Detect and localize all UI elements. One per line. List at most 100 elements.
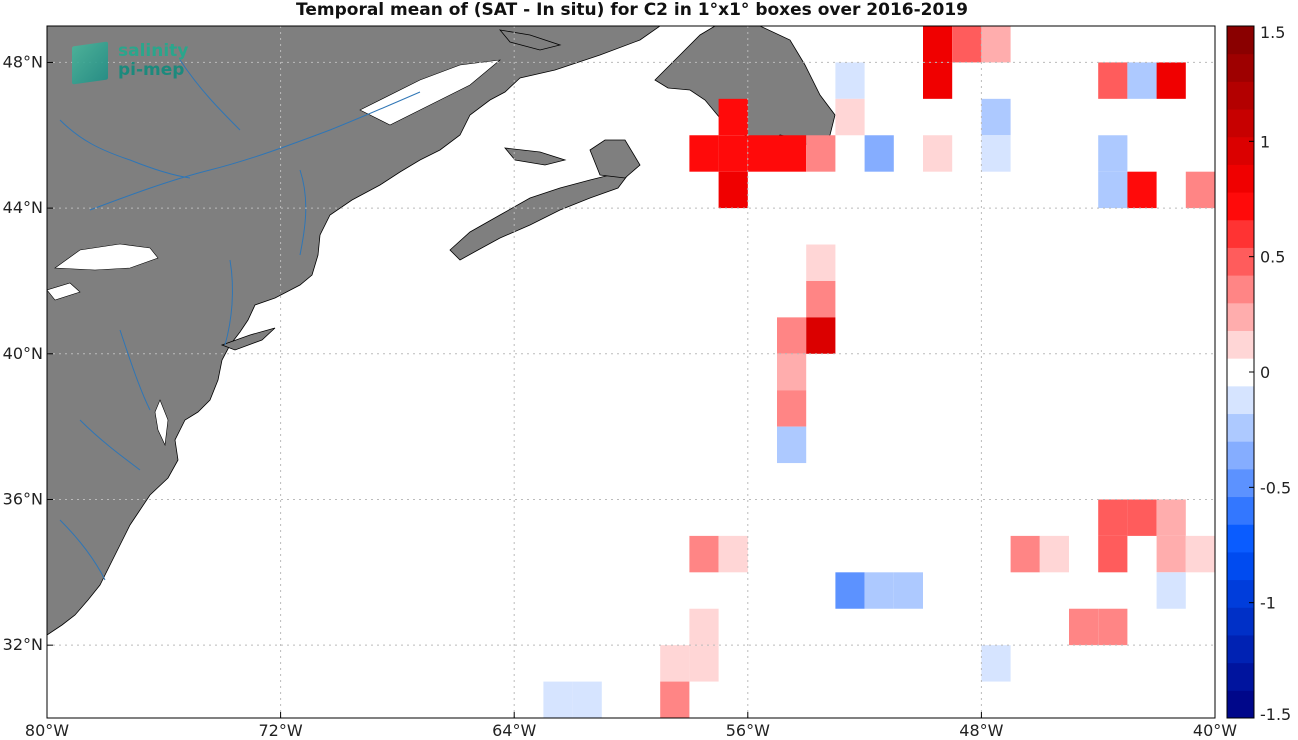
heatmap-cell <box>1185 535 1215 573</box>
heatmap-cell <box>1156 535 1186 573</box>
colorbar-tick-label: 1.5 <box>1260 23 1285 42</box>
colorbar: 1.5 1 0.5 0 -0.5 -1 -1.5 <box>1226 23 1291 724</box>
logo-mark-icon <box>72 41 108 85</box>
heatmap-cell <box>1127 499 1157 536</box>
heatmap-cell <box>1098 171 1128 209</box>
heatmap-cell <box>689 535 719 573</box>
heatmap-cell <box>660 645 690 682</box>
heatmap-cell <box>806 244 836 281</box>
lake-erie <box>47 282 81 301</box>
heatmap-cell <box>981 98 1011 136</box>
heatmap-cell <box>923 62 953 99</box>
land-pei <box>504 147 567 166</box>
land-cape-breton <box>589 139 641 179</box>
land-layer <box>47 26 836 636</box>
heatmap-cell <box>777 135 807 172</box>
map-grid <box>47 26 1215 718</box>
heatmap-cell <box>1098 62 1128 99</box>
river-potomac <box>79 419 141 471</box>
heatmap-cell <box>981 135 1011 172</box>
heatmap-cell <box>1098 535 1128 573</box>
heatmap-cell <box>572 681 602 718</box>
colorbar-swatch <box>1227 551 1254 581</box>
lat-tick-label: 44°N <box>3 198 43 217</box>
colorbar-swatch <box>1227 579 1254 608</box>
colorbar-tick-label: -1.5 <box>1260 705 1291 724</box>
heatmap-cells <box>427 26 1215 740</box>
heatmap-cell <box>689 135 719 172</box>
heatmap-cell <box>718 135 748 172</box>
heatmap-cell <box>427 718 456 740</box>
colorbar-swatch <box>1227 302 1254 331</box>
heatmap-cell <box>777 426 807 464</box>
heatmap-cell <box>777 390 807 427</box>
heatmap-cell <box>1069 608 1099 646</box>
lat-tick-label: 32°N <box>3 635 43 654</box>
logo-line2: pi-mep <box>118 60 185 80</box>
heatmap-cell <box>1098 608 1128 646</box>
river-ottawa <box>59 119 191 179</box>
colorbar-swatch <box>1227 634 1254 664</box>
colorbar-swatch <box>1227 81 1254 110</box>
colorbar-swatch <box>1227 468 1254 498</box>
heatmap-cell <box>923 26 953 63</box>
lat-tick-label: 36°N <box>3 489 43 508</box>
river-susquehanna <box>119 329 151 411</box>
heatmap-cell <box>1156 62 1186 99</box>
lake-ontario <box>54 243 159 271</box>
lon-tick-label: 56°W <box>726 721 770 740</box>
colorbar-swatch <box>1227 662 1254 691</box>
heatmap-cell <box>806 135 836 172</box>
lat-axis: 48°N 44°N 40°N 36°N 32°N <box>3 52 53 654</box>
heatmap-cell <box>660 681 690 718</box>
logo-line1: salinity <box>118 41 189 61</box>
lon-tick-label: 72°W <box>259 721 303 740</box>
heatmap-cell <box>718 535 748 573</box>
colorbar-swatch <box>1227 192 1254 221</box>
heatmap-cell <box>1127 171 1157 209</box>
gulf-st-lawrence <box>359 59 501 126</box>
map-title: Temporal mean of (SAT - In situ) for C2 … <box>296 0 968 20</box>
heatmap-cell <box>835 718 864 740</box>
heatmap-cell <box>718 98 748 136</box>
colorbar-swatch <box>1227 109 1254 138</box>
colorbar-swatch <box>1227 441 1254 470</box>
heatmap-cell <box>864 135 894 172</box>
river-kennebec <box>299 169 307 256</box>
rivers-layer <box>59 59 421 581</box>
heatmap-cell <box>835 98 865 136</box>
heatmap-cell <box>1127 62 1157 99</box>
chesapeake-bay <box>154 399 169 447</box>
colorbar-tick-label: -0.5 <box>1260 478 1291 497</box>
colorbar-tick-label: 0.5 <box>1260 248 1285 267</box>
river-roanoke <box>59 519 106 581</box>
heatmap-cell <box>923 135 953 172</box>
heatmap-cell <box>981 645 1011 682</box>
land-north-america <box>47 26 661 636</box>
lat-tick-label: 40°N <box>3 344 43 363</box>
heatmap-cell <box>835 572 865 609</box>
colorbar-swatch <box>1227 607 1254 636</box>
colorbar-swatch <box>1227 524 1254 553</box>
heatmap-cell <box>893 572 923 609</box>
heatmap-cell <box>806 280 836 318</box>
colorbar-tick-label: 1 <box>1260 132 1270 151</box>
river-st-lawrence <box>89 91 421 211</box>
heatmap-cell <box>806 317 836 354</box>
lon-tick-label: 48°W <box>959 721 1003 740</box>
heatmap-cell <box>1156 572 1186 609</box>
plot-border <box>46 25 1216 719</box>
river-saguenay <box>179 59 241 131</box>
heatmap-cell <box>747 135 777 172</box>
heatmap-cell <box>1098 135 1128 172</box>
land-nova-scotia <box>449 171 631 261</box>
land-anticosti <box>499 29 562 51</box>
colorbar-swatch <box>1227 330 1254 359</box>
heatmap-cell <box>777 353 807 391</box>
colorbar-swatch <box>1227 413 1254 442</box>
lon-tick-label: 64°W <box>492 721 536 740</box>
heatmap-cell <box>718 171 748 209</box>
heatmap-cell <box>689 608 719 646</box>
heatmap-cell <box>864 572 894 609</box>
